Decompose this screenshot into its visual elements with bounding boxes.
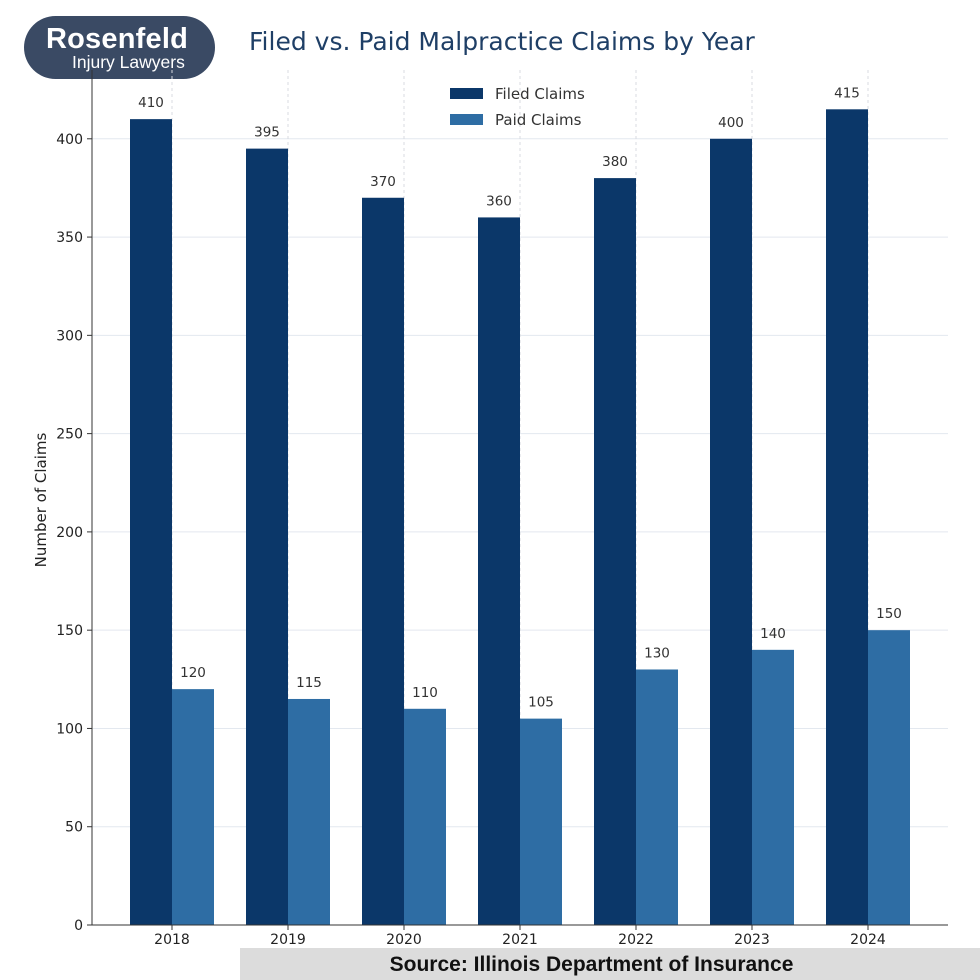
paid-data-label-2021: 105 [528,695,554,711]
logo-name: Rosenfeld [46,23,188,55]
filed-bar-2022 [594,178,636,925]
paid-bar-2021 [520,718,562,925]
paid-bar-2022 [636,669,678,925]
y-tick-label: 250 [56,427,83,443]
paid-data-label-2022: 130 [644,645,670,661]
paid-bar-2023 [752,649,794,925]
y-tick-label: 0 [74,918,83,934]
y-tick-label: 50 [65,820,83,836]
filed-data-label-2018: 410 [138,95,164,111]
source-banner: Source: Illinois Department of Insurance [240,948,980,980]
legend-swatch-paid [450,114,483,125]
paid-bar-2020 [404,708,446,925]
filed-bar-2018 [130,119,172,925]
paid-bar-2018 [172,689,214,925]
paid-data-label-2019: 115 [296,675,322,691]
filed-bar-2023 [710,138,752,926]
paid-data-label-2024: 150 [876,606,902,622]
y-tick-label: 150 [56,623,83,639]
paid-data-label-2020: 110 [412,685,438,701]
filed-data-label-2024: 415 [834,85,860,101]
y-tick-label: 350 [56,230,83,246]
x-tick-label-2021: 2021 [502,932,538,948]
logo-tagline: Injury Lawyers [72,52,185,72]
x-tick-label-2023: 2023 [734,932,770,948]
filed-bar-2024 [826,109,868,925]
filed-data-label-2022: 380 [602,154,628,170]
y-tick-label: 100 [56,721,83,737]
paid-bar-2024 [868,630,910,925]
filed-bar-2020 [362,197,404,926]
filed-data-label-2019: 395 [254,125,280,141]
paid-data-label-2023: 140 [760,626,786,642]
y-tick-label: 400 [56,132,83,148]
filed-data-label-2020: 370 [370,174,396,190]
source-text: Source: Illinois Department of Insurance [389,953,794,976]
legend-label-paid: Paid Claims [495,111,582,129]
filed-data-label-2023: 400 [718,115,744,131]
filed-data-label-2021: 360 [486,193,512,209]
legend-label-filed: Filed Claims [495,85,585,103]
legend-swatch-filed [450,88,483,99]
y-tick-label: 300 [56,328,83,344]
y-axis-label: Number of Claims [32,432,50,567]
paid-bar-2019 [288,698,330,925]
x-tick-label-2022: 2022 [618,932,654,948]
filed-bar-2021 [478,217,520,925]
x-tick-label-2019: 2019 [270,932,306,948]
chart-title: Filed vs. Paid Malpractice Claims by Yea… [249,27,755,56]
x-tick-label-2018: 2018 [154,932,190,948]
rosenfeld-logo: Rosenfeld Injury Lawyers [24,16,215,79]
filed-bar-2019 [246,148,288,925]
y-tick-label: 200 [56,525,83,541]
paid-data-label-2018: 120 [180,665,206,681]
x-tick-label-2024: 2024 [850,932,886,948]
x-tick-label-2020: 2020 [386,932,422,948]
